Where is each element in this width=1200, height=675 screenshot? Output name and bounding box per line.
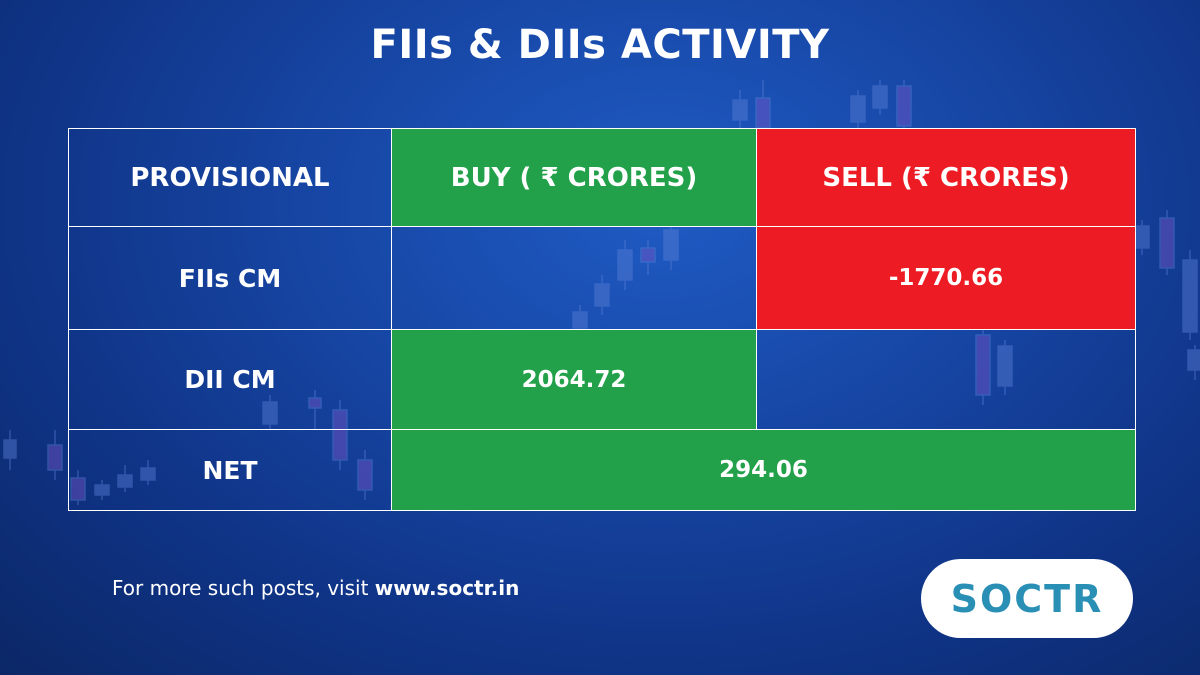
table-row-dii-cm: DII CM 2064.72 [68,329,1136,430]
table-row-fiis-cm: FIIs CM -1770.66 [68,226,1136,330]
row-label-dii-cm: DII CM [68,329,392,430]
row-label-net: NET [68,429,392,511]
soctr-logo: SOCTR [921,559,1133,638]
dii-cm-sell-value [756,329,1136,430]
header-sell: SELL (₹ CRORES) [756,128,1136,227]
table-row-net: NET 294.06 [68,429,1136,511]
logo-text: SOCTR [950,576,1104,621]
dii-cm-buy-value: 2064.72 [391,329,757,430]
header-buy: BUY ( ₹ CRORES) [391,128,757,227]
page-title: FIIs & DIIs ACTIVITY [370,22,830,68]
footer-prefix: For more such posts, visit [112,576,375,600]
fiis-cm-sell-value: -1770.66 [756,226,1136,330]
activity-table: PROVISIONAL BUY ( ₹ CRORES) SELL (₹ CROR… [68,128,1136,511]
footer-link[interactable]: www.soctr.in [374,576,520,600]
fiis-cm-buy-value [391,226,757,330]
table-header-row: PROVISIONAL BUY ( ₹ CRORES) SELL (₹ CROR… [68,128,1136,227]
net-value: 294.06 [391,429,1136,511]
row-label-fiis-cm: FIIs CM [68,226,392,330]
footer-text: For more such posts, visit www.soctr.in [112,576,519,600]
header-provisional: PROVISIONAL [68,128,392,227]
